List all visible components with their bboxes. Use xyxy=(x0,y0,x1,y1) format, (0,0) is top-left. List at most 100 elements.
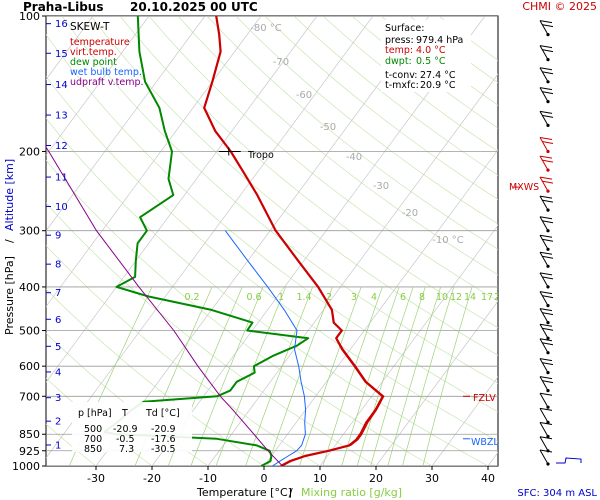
wind-barb-feather xyxy=(539,422,553,425)
surface-press-label: press: xyxy=(385,35,414,46)
table-row-td: -20.9 xyxy=(151,424,176,435)
mixing-ratio-label: 20 xyxy=(494,292,506,303)
pressure-tick-label: 500 xyxy=(19,325,40,338)
y-axis-label-pressure: Pressure [hPa] xyxy=(3,256,16,335)
wind-barb-staff xyxy=(539,235,549,250)
wind-barb xyxy=(539,323,554,340)
wind-barb-dot xyxy=(546,80,550,84)
pressure-axis: 100 200 300 400 500 600 700 850 925 1000 xyxy=(12,10,46,473)
wind-barb-feather xyxy=(539,436,553,440)
table-row-t: -20.9 xyxy=(113,424,138,435)
wind-barb-staff xyxy=(539,111,549,126)
dry-adiabat xyxy=(90,16,498,356)
wind-barb-feather xyxy=(539,376,553,380)
surface-tmxfc-value: 20.9 °C xyxy=(420,80,456,91)
wind-barb-feather xyxy=(539,308,553,312)
wind-barb xyxy=(539,392,553,409)
isotherm-label: -80 °C xyxy=(250,23,282,34)
wind-barb-feather xyxy=(541,380,554,384)
wind-barb-feather xyxy=(541,327,554,331)
table-row-td: -30.5 xyxy=(151,444,176,455)
table-row-t: -0.5 xyxy=(116,434,135,445)
table-header-td: Td [°C] xyxy=(145,408,180,419)
temperature-axis: -30 -20 -10 0 10 20 30 40 xyxy=(87,466,495,485)
x-axis-label-separator: / xyxy=(289,486,293,499)
level-label-mxws: MXWS xyxy=(509,182,539,193)
pressure-tick-label: 300 xyxy=(19,225,40,238)
series-udpraft-v-temp-line xyxy=(46,146,283,466)
wind-barb-staff xyxy=(539,176,549,192)
level-label-fzlv: FZLV xyxy=(473,393,496,404)
wind-barb-feather xyxy=(541,342,554,346)
wind-barb-staff xyxy=(539,272,549,288)
mixing-ratio-label: 17 xyxy=(481,292,493,303)
surface-heading: Surface: xyxy=(385,23,424,34)
wind-barb-staff xyxy=(539,195,549,211)
wind-barb-feather xyxy=(539,407,553,411)
wind-barb-feather xyxy=(539,234,553,238)
x-axis-label-mixing: Mixing ratio [g/kg] xyxy=(301,486,402,499)
legend-updraft: udpraft v.temp. xyxy=(70,77,144,88)
mixing-ratio-line xyxy=(341,286,400,466)
wind-barb xyxy=(539,407,553,424)
wind-barb xyxy=(539,291,554,308)
wind-barb-feather xyxy=(539,272,553,276)
wind-barb-staff xyxy=(539,422,549,437)
isotherm xyxy=(263,149,498,466)
mixing-ratio-label: 10 xyxy=(436,292,448,303)
wind-barb-staff xyxy=(539,308,549,323)
wind-barb-feather xyxy=(539,155,553,159)
pressure-tick-label: 100 xyxy=(19,10,40,23)
wind-barb-dot xyxy=(546,149,550,154)
pressure-tick-label: 600 xyxy=(19,360,40,373)
wind-barb-feather xyxy=(541,255,554,259)
wind-barb-feather xyxy=(541,141,554,144)
mixing-ratio-line xyxy=(387,286,442,466)
wind-barb-staff xyxy=(539,87,549,102)
wind-barb-feather xyxy=(541,159,554,163)
isotherm xyxy=(46,16,374,459)
wind-barb-dot xyxy=(546,371,550,375)
surface-wind-symbol xyxy=(556,457,582,464)
wind-barb xyxy=(539,376,554,393)
wind-barb-staff xyxy=(539,323,549,339)
temperature-tick-label: 30 xyxy=(425,472,439,485)
altitude-tick-label: 6 xyxy=(55,315,61,326)
wind-barb xyxy=(539,20,554,37)
table-row-td: -17.6 xyxy=(151,434,176,445)
wind-barb-dot xyxy=(546,58,550,62)
wind-barb-staff xyxy=(539,376,549,391)
legend-virt-temp: virt.temp. xyxy=(70,47,117,58)
mixing-ratio-label: 2 xyxy=(326,292,332,303)
dry-adiabat xyxy=(119,16,498,329)
isotherm-label: -30 xyxy=(373,181,389,192)
altitude-tick-label: 9 xyxy=(55,231,61,242)
isotherm xyxy=(487,451,498,466)
level-label-tropo: Tropo xyxy=(247,150,274,161)
altitude-tick-label: 13 xyxy=(55,111,68,122)
sounding-datetime: 20.10.2025 00 UTC xyxy=(130,0,258,14)
chart-title: SKEW-T xyxy=(70,21,110,33)
wind-barb-feather xyxy=(541,71,554,75)
dry-adiabat xyxy=(264,16,498,200)
wind-barb-feather xyxy=(541,49,554,53)
mixing-ratio-label: 12 xyxy=(450,292,462,303)
isotherm-label: -50 xyxy=(320,122,336,133)
significant-levels: Tropo MXWS FZLV WBZL xyxy=(247,150,539,448)
temperature-tick-label: 0 xyxy=(261,472,268,485)
x-axis-label-temperature: Temperature [°C] xyxy=(196,486,292,499)
wind-barb xyxy=(539,176,554,193)
altitude-tick-label: 11 xyxy=(55,173,68,184)
isotherm xyxy=(95,16,430,466)
y-axis-label-altitude: Altitude [km] xyxy=(3,159,16,231)
wind-barb-feather xyxy=(541,91,554,95)
altitude-tick-label: 8 xyxy=(55,260,61,271)
legend-wet-bulb: wet bulb temp. xyxy=(70,67,142,78)
dry-adiabat xyxy=(46,34,498,413)
surface-elevation: SFC: 304 m ASL xyxy=(517,488,597,499)
wind-barb-feather xyxy=(539,20,553,24)
plot-area: 0.2 0.6 1 1.4 2 3 4 6 8 10 12 14 17 20 25-80 °C-70-60-… xyxy=(45,15,506,467)
wind-barb-dot xyxy=(546,405,550,409)
altitude-tick-label: 15 xyxy=(55,49,68,60)
